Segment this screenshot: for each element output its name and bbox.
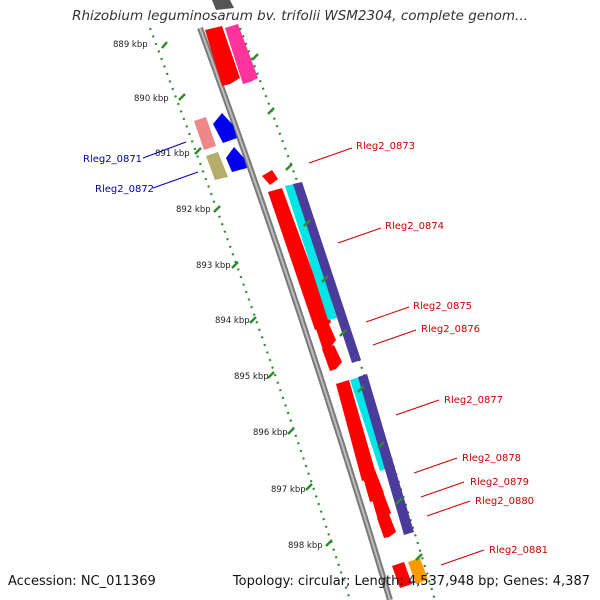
tick-label-894: 894 kbp <box>215 316 250 326</box>
label-rleg2-0880[interactable]: Rleg2_0880 <box>475 496 534 507</box>
gene-rleg2-0876[interactable] <box>322 345 342 371</box>
gene-rleg2-0880[interactable] <box>377 514 396 538</box>
gene-rleg2-0872[interactable] <box>226 147 247 172</box>
leader-line-0875 <box>365 306 410 323</box>
leader-line-0876 <box>372 329 417 346</box>
leader-line-0881 <box>440 549 485 566</box>
cds-orange-0881[interactable] <box>408 558 428 584</box>
gene-rleg2-0879[interactable] <box>371 492 391 520</box>
cds-feature-top-grey[interactable] <box>212 0 234 10</box>
label-rleg2-0872[interactable]: Rleg2_0872 <box>95 184 154 195</box>
cds-purple-0877[interactable] <box>358 374 414 535</box>
gene-rleg2-0871-cds[interactable] <box>194 117 216 150</box>
gene-rleg2-0877[interactable] <box>336 380 376 481</box>
gene-rleg2-0873[interactable] <box>262 170 278 185</box>
leader-line-0880 <box>426 500 471 517</box>
tick-label-898: 898 kbp <box>288 541 323 551</box>
leader-line-0873 <box>308 147 353 164</box>
map-title: Rhizobium leguminosarum bv. trifolii WSM… <box>72 8 528 24</box>
gene-rleg2-0871[interactable] <box>213 113 237 143</box>
label-rleg2-0879[interactable]: Rleg2_0879 <box>470 477 529 488</box>
tick-label-896: 896 kbp <box>253 428 288 438</box>
label-rleg2-0878[interactable]: Rleg2_0878 <box>462 453 521 464</box>
label-rleg2-0874[interactable]: Rleg2_0874 <box>385 221 444 232</box>
tick-label-891: 891 kbp <box>155 149 190 159</box>
label-rleg2-0877[interactable]: Rleg2_0877 <box>444 395 503 406</box>
gene-rleg2-0874[interactable] <box>268 188 331 330</box>
label-rleg2-0875[interactable]: Rleg2_0875 <box>413 301 472 312</box>
cds-cyan-0874[interactable] <box>285 184 337 320</box>
tick-label-892: 892 kbp <box>176 205 211 215</box>
genome-backbone-highlight <box>199 27 391 600</box>
leader-line-0871 <box>142 141 187 159</box>
label-rleg2-0881[interactable]: Rleg2_0881 <box>489 545 548 556</box>
tick-label-895: 895 kbp <box>234 372 269 382</box>
tick-label-893: 893 kbp <box>196 261 231 271</box>
accession-text: Accession: NC_011369 <box>8 574 156 589</box>
label-rleg2-0873[interactable]: Rleg2_0873 <box>356 141 415 152</box>
cds-purple-0874[interactable] <box>293 182 361 363</box>
gene-feature-top[interactable] <box>205 26 240 86</box>
leader-line-0878 <box>413 457 458 474</box>
gene-rleg2-0872-cds[interactable] <box>206 152 228 180</box>
leader-line-0877 <box>395 399 440 416</box>
leader-line-0874 <box>337 227 382 244</box>
cds-feature-top-magenta[interactable] <box>225 24 258 84</box>
gene-rleg2-0881[interactable] <box>392 562 412 588</box>
genome-backbone <box>197 26 393 600</box>
tick-label-889: 889 kbp <box>113 40 148 50</box>
leader-line-0879 <box>420 481 465 498</box>
leader-line-0872 <box>152 171 199 189</box>
tick-label-897: 897 kbp <box>271 485 306 495</box>
label-rleg2-0871[interactable]: Rleg2_0871 <box>83 154 142 165</box>
gene-rleg2-0875[interactable] <box>315 322 336 350</box>
label-rleg2-0876[interactable]: Rleg2_0876 <box>421 324 480 335</box>
topology-text: Topology: circular; Length: 4,537,948 bp… <box>232 574 590 589</box>
tick-label-890: 890 kbp <box>134 94 169 104</box>
